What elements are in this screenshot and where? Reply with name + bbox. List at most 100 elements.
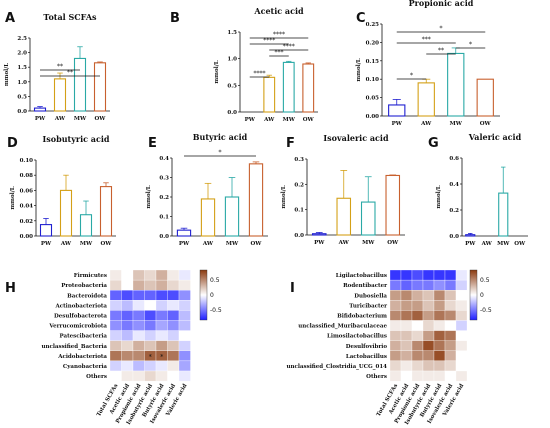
bar-AW (417, 82, 435, 117)
y-tick-label: 0.2 (449, 208, 459, 214)
panel-I: I Ligilactobacillus Rodentibacter Dubosiell… (287, 269, 492, 426)
bar-MW (498, 192, 509, 237)
heat-cell (455, 269, 468, 281)
heat-cell (178, 340, 191, 351)
heat-cell (444, 340, 457, 351)
row-label: Dubosiella (354, 293, 387, 299)
heat-cell (400, 340, 413, 351)
y-axis-label: mmol/L (4, 63, 10, 86)
heat-cell (422, 290, 435, 301)
y-tick-label: 0.4 (159, 156, 169, 162)
bar-PW (39, 224, 53, 237)
heat-cell (144, 320, 157, 331)
y-tick-label: 0.1 (294, 208, 304, 214)
x-tick-label: MW (74, 116, 87, 122)
y-tick-label: 2.5 (17, 36, 27, 42)
heat-cell (400, 360, 413, 372)
row-label: Others (366, 374, 387, 380)
x-tick-label: AW (54, 116, 66, 122)
heat-cell (178, 360, 191, 372)
heat-cell (109, 350, 122, 362)
x-tick-label: MW (362, 240, 375, 246)
x-tick-label: PW (245, 117, 256, 123)
sig-label: *** (275, 50, 284, 57)
heat-cell (155, 370, 168, 382)
x-tick-label: MW (450, 121, 463, 127)
bar-MW (360, 201, 376, 236)
heat-cell (433, 370, 446, 382)
heat-cell (109, 330, 122, 341)
x-tick-label: OW (514, 241, 526, 247)
y-tick-label: 0.25 (366, 22, 380, 28)
heat-cell (422, 330, 435, 341)
heat-cell (411, 300, 424, 311)
bar-PW (388, 104, 406, 117)
row-label: Firmicutes (74, 273, 107, 279)
heat-cell (389, 350, 402, 362)
heat-cell (178, 370, 191, 382)
heat-cell (167, 360, 180, 372)
heat-cell (178, 300, 191, 311)
x-tick-label: PW (35, 116, 46, 122)
heat-cell (400, 370, 413, 382)
heat-cell (411, 340, 424, 351)
heat-cell (109, 360, 122, 372)
chart-title: Butyric acid (193, 132, 248, 142)
heat-cell (178, 320, 191, 331)
y-axis-label: mmol/L (281, 185, 287, 208)
bar-MW (447, 52, 465, 117)
heat-cell (132, 340, 145, 351)
heat-cell (167, 290, 180, 301)
heat-cell (433, 350, 446, 362)
heat-cell (155, 279, 168, 291)
bar-PW (176, 229, 192, 237)
heat-cell (167, 279, 180, 291)
y-tick-label: 1.5 (17, 65, 27, 71)
heat-cell (178, 279, 191, 291)
bar-MW (282, 61, 295, 113)
x-tick-label: AW (338, 240, 350, 246)
heat-cell (455, 330, 468, 341)
heat-cell (167, 370, 180, 382)
y-tick-label: 0.2 (159, 195, 169, 201)
y-tick-label: 0.06 (20, 188, 34, 194)
sig-label: **** (254, 71, 266, 78)
heat-cell (132, 320, 145, 331)
row-label: Acidobacteriota (57, 354, 107, 360)
heat-cell (400, 290, 413, 301)
significance-mark: * (149, 354, 152, 361)
heat-cell (109, 290, 122, 301)
heat-cell (455, 290, 468, 301)
y-axis-label: mmol/L (436, 185, 442, 208)
heat-cell (411, 310, 424, 321)
heat-cell (167, 330, 180, 341)
panel-label: C (356, 11, 366, 26)
heat-cell (455, 310, 468, 321)
colorbar-label: 0.5 (480, 277, 490, 284)
heat-cell (178, 269, 191, 281)
y-axis-label: mmol/L (356, 58, 362, 81)
panel-label: E (148, 136, 157, 151)
heat-cell (455, 370, 468, 382)
panel-H: H Firmicutes Proteobacteria Bacteroidota Act… (5, 269, 222, 426)
panel-D: D Isobutyric acid 0.00 0.02 0.04 0.06 0.08 0.10… (7, 134, 116, 247)
heat-cell (155, 360, 168, 372)
row-label: Lactobacillus (346, 354, 387, 360)
chart-title: Valeric acid (468, 132, 522, 142)
heat-cell (155, 300, 168, 311)
bar-AW (200, 198, 216, 237)
bar-AW (263, 76, 276, 113)
colorbar-label: -0.5 (480, 307, 492, 314)
heat-cell (444, 360, 457, 372)
heat-cell (121, 290, 134, 301)
heat-cell (389, 300, 402, 311)
bar-PW (465, 234, 476, 237)
y-tick-label: 0.0 (227, 110, 237, 116)
x-tick-label: MW (80, 241, 93, 247)
y-tick-label: 0.4 (449, 182, 459, 188)
panel-label: I (290, 281, 295, 296)
heat-cell (433, 330, 446, 341)
heat-cell (422, 320, 435, 331)
x-tick-label: AW (60, 241, 72, 247)
sig-label: **** (283, 44, 295, 51)
